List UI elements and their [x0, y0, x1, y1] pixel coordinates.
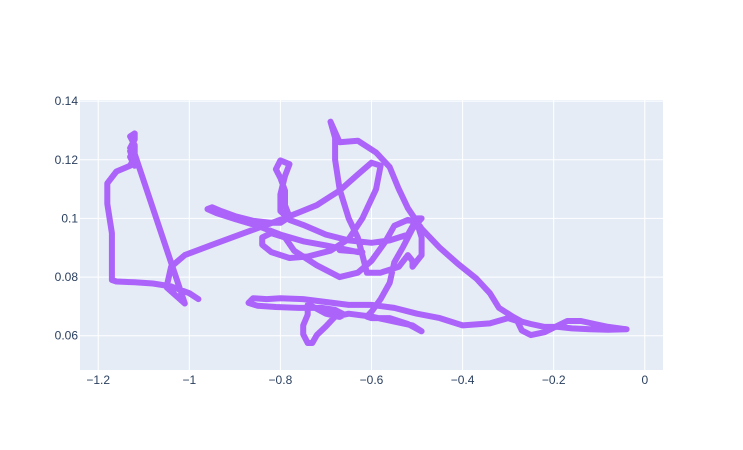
- x-tick-label: −0.8: [269, 373, 293, 387]
- x-tick-label: −0.4: [451, 373, 475, 387]
- y-tick-label: 0.12: [55, 153, 79, 167]
- y-tick-label: 0.14: [55, 94, 79, 108]
- y-tick-label: 0.08: [55, 270, 79, 284]
- x-tick-label: 0: [641, 373, 648, 387]
- y-tick-label: 0.1: [61, 211, 78, 225]
- series-layer: [104, 118, 630, 346]
- y-tick-label: 0.06: [55, 329, 79, 343]
- x-tick-label: −1: [182, 373, 196, 387]
- x-tick-label: −0.2: [542, 373, 566, 387]
- tick-labels: −1.2 −1 −0.8 −0.6 −0.4 −0.2 0 0.06 0.08 0.1 0.12 0.…: [55, 94, 649, 387]
- x-tick-label: −1.2: [86, 373, 110, 387]
- series-line: [104, 118, 630, 346]
- x-tick-label: −0.6: [360, 373, 384, 387]
